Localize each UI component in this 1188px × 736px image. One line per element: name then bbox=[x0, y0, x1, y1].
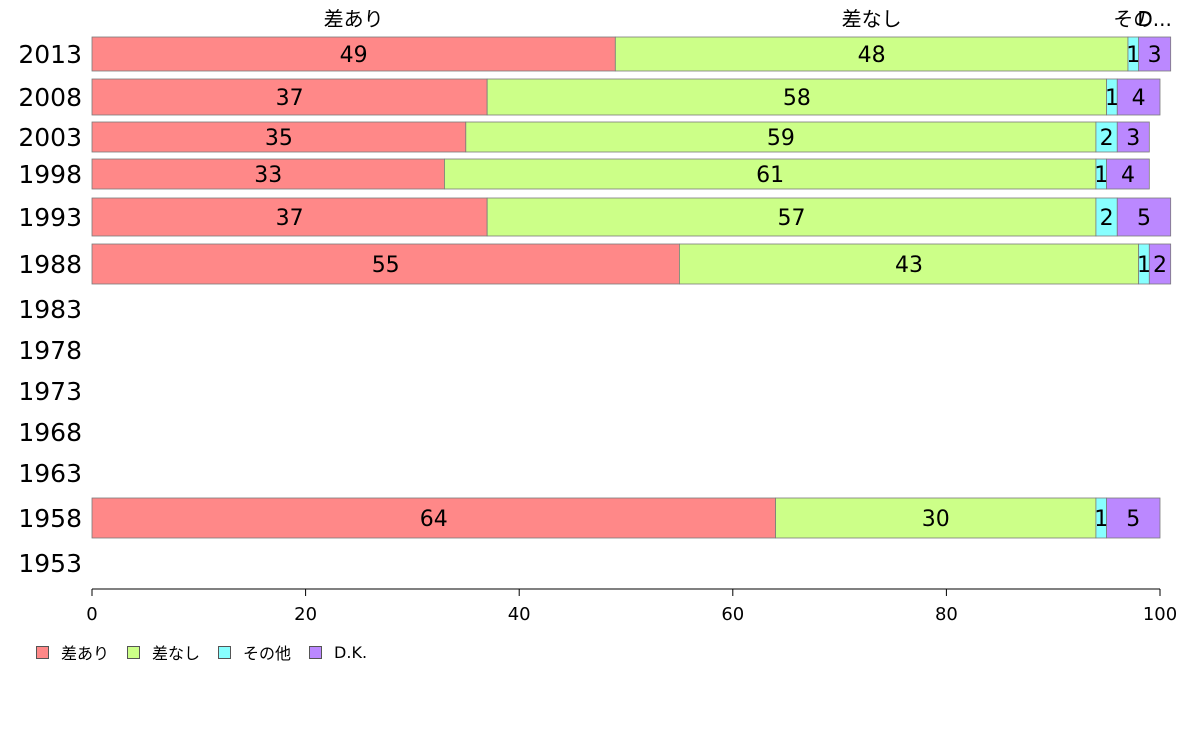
data-label: 1 bbox=[1105, 86, 1119, 111]
legend-swatch-3 bbox=[309, 645, 323, 659]
y-tick-label: 1968 bbox=[18, 418, 82, 447]
data-label: 1 bbox=[1137, 253, 1151, 278]
data-label: 59 bbox=[767, 126, 795, 151]
bar-segment bbox=[91, 36, 616, 72]
data-label: 61 bbox=[756, 163, 784, 188]
x-tick-label: 40 bbox=[508, 604, 531, 625]
bar-segment bbox=[465, 121, 1097, 153]
data-label: 64 bbox=[420, 507, 448, 532]
data-label: 35 bbox=[265, 126, 293, 151]
legend: 差あり 差なし その他 D.K. bbox=[36, 640, 385, 664]
bar-segment bbox=[614, 36, 1129, 72]
bar-segment bbox=[1116, 197, 1172, 237]
data-label: 37 bbox=[276, 86, 304, 111]
legend-item: 差なし bbox=[127, 640, 200, 664]
data-label: 33 bbox=[254, 163, 282, 188]
data-label: 3 bbox=[1126, 126, 1140, 151]
data-label: 2 bbox=[1153, 253, 1167, 278]
top-series-label: D... bbox=[1137, 7, 1171, 31]
data-label: 49 bbox=[340, 43, 368, 68]
x-axis: 0 20 40 60 80 100 bbox=[86, 588, 1177, 625]
data-label: 2 bbox=[1100, 126, 1114, 151]
x-tick-label: 20 bbox=[294, 604, 317, 625]
bar-segment bbox=[486, 197, 1097, 237]
top-series-labels: 差あり 差なし そのD... bbox=[324, 7, 1172, 31]
top-series-label: 差なし bbox=[842, 7, 902, 31]
top-series-label: 差あり bbox=[324, 7, 384, 31]
data-label: 3 bbox=[1148, 43, 1162, 68]
bar-segment bbox=[486, 78, 1108, 116]
bar-segment bbox=[91, 497, 776, 539]
x-tick-label: 80 bbox=[935, 604, 958, 625]
y-tick-label: 1953 bbox=[18, 549, 82, 578]
bar-segment bbox=[91, 197, 488, 237]
legend-item: 差あり bbox=[36, 640, 109, 664]
bar-segment bbox=[91, 158, 445, 190]
bar-segment bbox=[775, 497, 1097, 539]
bar-segment bbox=[91, 243, 680, 285]
y-tick-label: 1963 bbox=[18, 459, 82, 488]
data-label: 1 bbox=[1094, 163, 1108, 188]
data-label: 5 bbox=[1137, 206, 1151, 231]
y-tick-label: 2008 bbox=[18, 83, 82, 112]
y-tick-label: 1983 bbox=[18, 295, 82, 324]
y-tick-label: 2013 bbox=[18, 40, 82, 69]
y-tick-label: 1993 bbox=[18, 203, 82, 232]
data-label: 55 bbox=[372, 253, 400, 278]
x-tick-label: 60 bbox=[721, 604, 744, 625]
bar-segment bbox=[91, 78, 488, 116]
data-label: 58 bbox=[783, 86, 811, 111]
data-label: 1 bbox=[1126, 43, 1140, 68]
y-tick-label: 2003 bbox=[18, 123, 82, 152]
legend-label: 差あり bbox=[61, 644, 110, 663]
data-label: 4 bbox=[1132, 86, 1146, 111]
bar-segment bbox=[679, 243, 1140, 285]
bar-segment bbox=[1116, 78, 1161, 116]
bars: 49 48 1 337 58 1 435 59 2 333 61 1 437 57 2 555 43 1 264 30… bbox=[91, 36, 1172, 539]
top-series-label: その bbox=[1113, 7, 1153, 31]
y-tick-label: 1998 bbox=[18, 160, 82, 189]
legend-item: その他 bbox=[218, 640, 291, 664]
bar-segment bbox=[1116, 121, 1150, 153]
data-label: 37 bbox=[276, 206, 304, 231]
data-label: 1 bbox=[1094, 507, 1108, 532]
data-label: 48 bbox=[858, 43, 886, 68]
x-tick-label: 0 bbox=[86, 604, 97, 625]
y-tick-label: 1958 bbox=[18, 504, 82, 533]
legend-label: D.K. bbox=[334, 642, 368, 662]
bar-segment bbox=[1138, 36, 1172, 72]
y-tick-label: 1973 bbox=[18, 377, 82, 406]
legend-swatch-1 bbox=[127, 645, 141, 659]
data-label: 4 bbox=[1121, 163, 1135, 188]
bar-segment bbox=[1106, 497, 1161, 539]
data-label: 2 bbox=[1100, 206, 1114, 231]
y-tick-label: 1978 bbox=[18, 336, 82, 365]
x-tick-label: 100 bbox=[1143, 604, 1177, 625]
legend-swatch-2 bbox=[218, 645, 232, 659]
legend-label: 差なし bbox=[152, 644, 201, 663]
legend-item: D.K. bbox=[309, 643, 367, 662]
y-tick-label: 1988 bbox=[18, 250, 82, 279]
bar-segment bbox=[91, 121, 467, 153]
bar-segment bbox=[1148, 243, 1172, 285]
data-label: 57 bbox=[778, 206, 806, 231]
legend-swatch-0 bbox=[36, 645, 49, 659]
data-label: 43 bbox=[895, 253, 923, 278]
data-label: 30 bbox=[922, 507, 950, 532]
bar-segment bbox=[1106, 158, 1150, 190]
legend-label: その他 bbox=[243, 644, 292, 663]
y-axis: 2013 2008 2003 1998 1993 1988 1983 1978 1973 1968… bbox=[18, 40, 82, 578]
data-label: 5 bbox=[1126, 507, 1140, 532]
